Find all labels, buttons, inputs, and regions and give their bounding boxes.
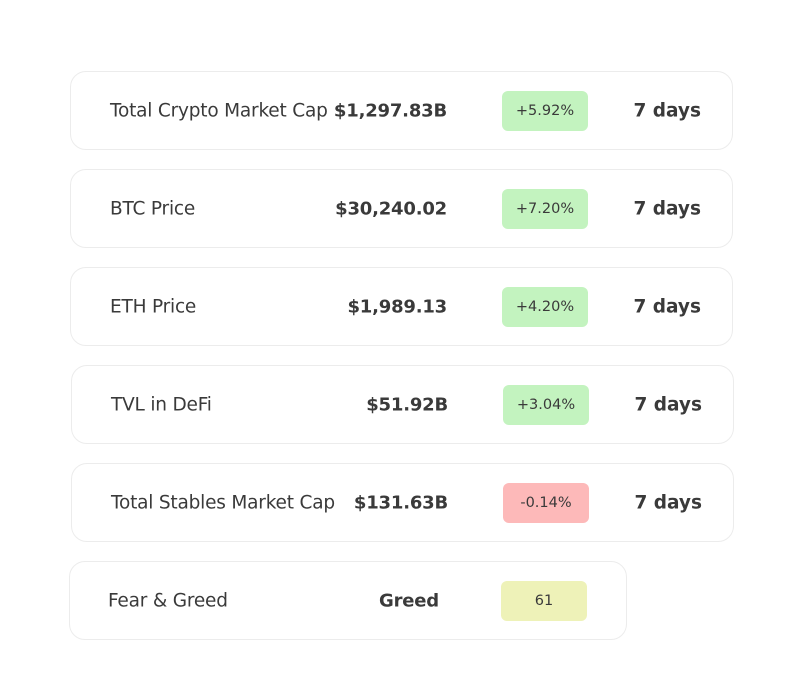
period-label: 7 days (634, 492, 702, 513)
stat-card-btc-price: BTC Price $30,240.02 +7.20% 7 days (70, 169, 733, 248)
stat-value: $1,989.13 (347, 296, 447, 317)
stat-card-total-stables-market-cap: Total Stables Market Cap $131.63B -0.14%… (71, 463, 734, 542)
fear-greed-label: Fear & Greed (108, 590, 228, 611)
period-label: 7 days (633, 198, 701, 219)
stat-label: ETH Price (110, 296, 197, 317)
stat-label: BTC Price (110, 198, 196, 219)
stat-value: $51.92B (366, 394, 448, 415)
period-label: 7 days (633, 100, 701, 121)
stat-value: $30,240.02 (335, 198, 447, 219)
change-badge: +5.92% (502, 90, 588, 131)
stat-value: $1,297.83B (333, 100, 447, 121)
fear-greed-value: Greed (379, 590, 439, 611)
change-badge: -0.14% (503, 482, 589, 523)
fear-greed-index-badge: 61 (501, 580, 587, 621)
stat-card-fear-and-greed: Fear & Greed Greed 61 (69, 561, 627, 640)
stat-label: Total Crypto Market Cap (110, 100, 328, 121)
stat-card-eth-price: ETH Price $1,989.13 +4.20% 7 days (70, 267, 733, 346)
change-badge: +4.20% (502, 286, 588, 327)
period-label: 7 days (633, 296, 701, 317)
stat-label: Total Stables Market Cap (111, 492, 335, 513)
period-label: 7 days (634, 394, 702, 415)
stat-label: TVL in DeFi (111, 394, 212, 415)
stat-card-total-crypto-market-cap: Total Crypto Market Cap $1,297.83B +5.92… (70, 71, 733, 150)
stat-value: $131.63B (353, 492, 448, 513)
change-badge: +7.20% (502, 188, 588, 229)
change-badge: +3.04% (503, 384, 589, 425)
stat-card-tvl-in-defi: TVL in DeFi $51.92B +3.04% 7 days (71, 365, 734, 444)
